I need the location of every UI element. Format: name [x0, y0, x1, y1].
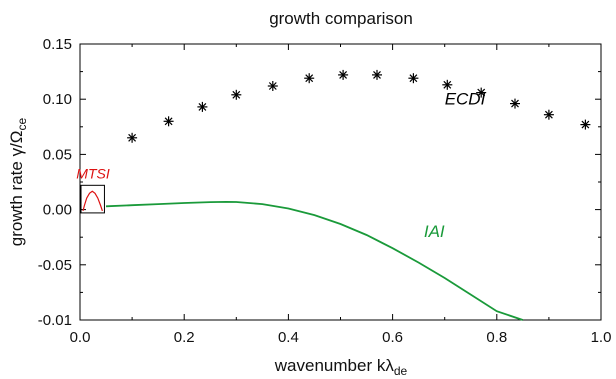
asterisk-stroke: [268, 82, 277, 90]
asterisk-stroke: [443, 80, 452, 89]
x-tick-label: 0.8: [486, 329, 507, 346]
x-tick-label: 0.6: [382, 329, 403, 346]
mtsi-inset-box: [80, 184, 105, 214]
ecdi-point: [231, 89, 242, 100]
series-line-mtsi: [82, 190, 103, 212]
x-axis-label: wavenumber kλde: [274, 356, 408, 378]
chart-title: growth comparison: [269, 9, 413, 28]
annotation-iai: IAI: [424, 222, 445, 241]
ecdi-point: [510, 98, 520, 109]
plot-border: [79, 43, 602, 321]
y-tick-label: -0.01: [38, 312, 72, 329]
y-axis-label-main: growth rate γ/Ω: [7, 130, 26, 246]
ecdi-point: [442, 79, 453, 90]
asterisk-stroke: [232, 90, 241, 99]
asterisk-stroke: [544, 110, 553, 119]
ecdi-point: [304, 73, 315, 84]
plot-frame: [79, 43, 602, 321]
y-tick-label: 0.05: [43, 146, 72, 163]
asterisk-stroke: [198, 102, 207, 111]
x-tick-label: 0.0: [70, 329, 91, 346]
x-axis-label-sub: de: [394, 364, 408, 378]
y-tick-label: 0.15: [43, 36, 72, 53]
asterisk-stroke: [511, 99, 519, 108]
ecdi-point: [267, 81, 278, 91]
asterisk-stroke: [305, 74, 314, 83]
y-tick-label: -0.05: [38, 257, 72, 274]
x-tick-label: 1.0: [591, 329, 612, 346]
ecdi-point: [197, 101, 208, 112]
ecdi-point: [163, 116, 174, 127]
ecdi-point: [338, 69, 349, 80]
x-tick-label: 0.4: [278, 329, 299, 346]
x-tick-label: 0.2: [174, 329, 195, 346]
asterisk-stroke: [581, 120, 590, 129]
asterisk-stroke: [477, 88, 486, 97]
plot-marks: ECDI IAI MTSI: [76, 69, 591, 321]
ecdi-point: [372, 69, 382, 80]
asterisk-stroke: [339, 70, 348, 79]
asterisk-stroke: [128, 133, 137, 142]
x-axis: 0.0 0.2 0.4 0.6 0.8 1.0: [70, 44, 612, 346]
asterisk-stroke: [373, 70, 381, 79]
annotation-ecdi: ECDI: [445, 90, 486, 109]
ecdi-point: [543, 109, 554, 120]
ecdi-point: [580, 119, 591, 130]
y-axis-label: growth rate γ/Ωce: [7, 117, 29, 246]
y-axis-label-sub: ce: [15, 117, 29, 130]
y-tick-label: 0.10: [43, 91, 72, 108]
x-axis-label-main: wavenumber kλ: [274, 356, 395, 375]
annotation-mtsi: MTSI: [76, 166, 110, 182]
ecdi-point: [127, 132, 138, 143]
ecdi-point: [408, 73, 419, 84]
y-tick-label: 0.00: [43, 202, 72, 219]
ecdi-point: [476, 87, 487, 98]
asterisk-stroke: [409, 74, 418, 83]
y-axis: -0.01 -0.05 0.00 0.05 0.10 0.15: [38, 36, 601, 329]
asterisk-stroke: [164, 117, 173, 126]
series-line-iai: [105, 200, 524, 321]
